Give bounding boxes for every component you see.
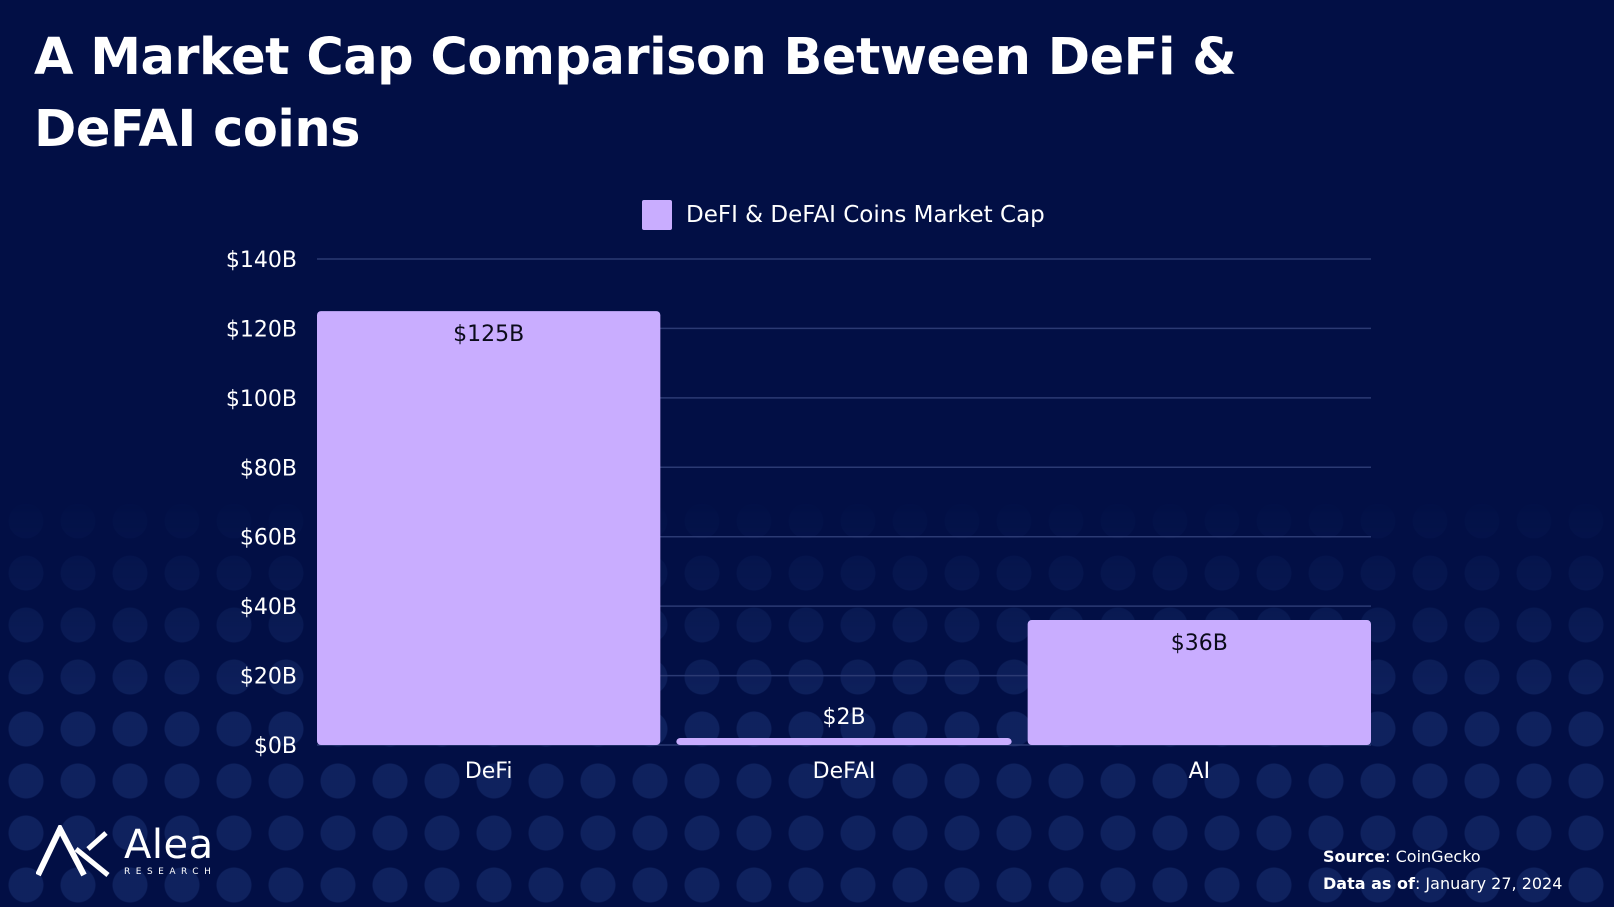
- bar: [676, 738, 1012, 745]
- chart-legend: DeFI & DeFAI Coins Market Cap: [642, 200, 1045, 230]
- date-value: January 27, 2024: [1425, 874, 1563, 893]
- alea-logo-icon: [36, 825, 110, 877]
- bar: [1027, 620, 1371, 745]
- y-tick-label: $120B: [226, 317, 297, 342]
- chart-title: A Market Cap Comparison Between DeFi & D…: [34, 28, 1237, 159]
- x-tick-label: AI: [1189, 759, 1211, 784]
- source-value: CoinGecko: [1395, 847, 1481, 866]
- data-label: $125B: [453, 322, 524, 347]
- y-tick-label: $20B: [240, 665, 297, 690]
- date-label: Data as of: [1323, 874, 1415, 893]
- legend-label: DeFI & DeFAI Coins Market Cap: [686, 202, 1045, 228]
- brand-subtitle: RESEARCH: [124, 867, 217, 877]
- source-label: Source: [1323, 847, 1386, 866]
- y-tick-label: $100B: [226, 387, 297, 412]
- y-tick-label: $0B: [254, 734, 297, 759]
- legend-swatch: [642, 200, 672, 230]
- y-tick-label: $40B: [240, 595, 297, 620]
- data-label: $36B: [1171, 631, 1228, 656]
- brand-logo: Alea RESEARCH: [36, 825, 216, 877]
- y-tick-label: $60B: [240, 526, 297, 551]
- y-tick-label: $80B: [240, 456, 297, 481]
- y-tick-label: $140B: [226, 248, 297, 273]
- x-tick-label: DeFi: [465, 759, 513, 784]
- data-label: $2B: [822, 705, 865, 730]
- x-tick-label: DeFAI: [813, 759, 876, 784]
- source-note: Source: CoinGecko Data as of: January 27…: [1323, 847, 1563, 893]
- bar: [317, 311, 661, 745]
- brand-name: Alea: [124, 822, 214, 868]
